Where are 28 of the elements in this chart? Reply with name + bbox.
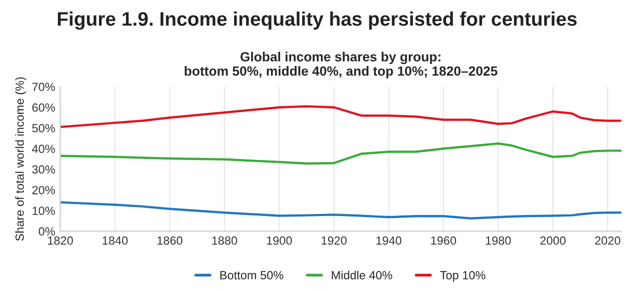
line-series [60, 201, 622, 220]
legend-label: Top 10% [440, 271, 486, 282]
y-tick-label: 50% [32, 124, 55, 132]
y-tick-label: 30% [32, 165, 55, 174]
x-tick-label: 1900 [266, 236, 292, 245]
y-axis-title: Share of total world income (%) [15, 77, 26, 241]
x-tick-label: 1840 [102, 236, 128, 245]
y-tick-label: 0% [38, 227, 55, 236]
x-tick-label: 1920 [322, 236, 347, 245]
y-tick-label: 40% [32, 144, 55, 154]
x-tick-label: 1820 [48, 236, 73, 245]
x-tick-label: 1880 [212, 236, 238, 245]
y-tick-label: 10% [32, 206, 55, 215]
line-series [60, 105, 622, 128]
y-tick-label: 20% [32, 186, 55, 194]
x-tick-label: 1980 [486, 236, 511, 245]
line-series [60, 142, 622, 165]
legend-label: Middle 40% [332, 270, 392, 280]
chart-subtitle: Global income shares by group: bottom 50%, middle 40%, and top 10%; 1820–2025 [184, 52, 498, 78]
chart-title: Figure 1.9. Income inequality has persisted for centuries [58, 12, 577, 30]
x-tick-label: 1960 [431, 236, 456, 245]
x-tick-label: 2000 [540, 236, 566, 245]
x-tick-label: 1940 [376, 236, 402, 245]
x-tick-label: 1860 [157, 236, 182, 245]
y-tick-label: 70% [32, 82, 55, 92]
x-tick-label: 2020 [595, 236, 620, 245]
y-tick-label: 60% [32, 103, 55, 112]
legend-label: Bottom 50% [220, 271, 284, 280]
